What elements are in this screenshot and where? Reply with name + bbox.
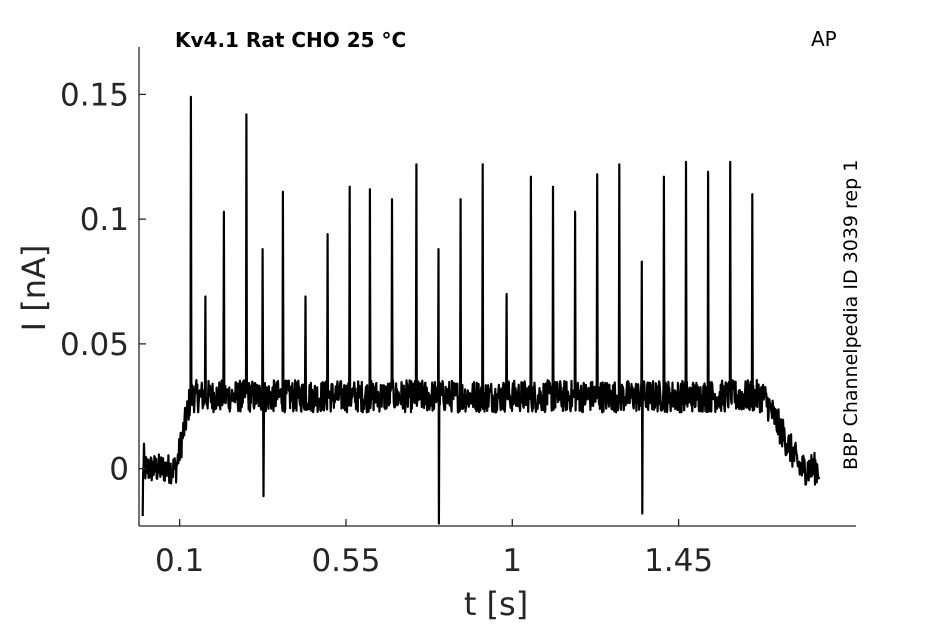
trace-group	[141, 95, 821, 525]
y-tick-label: 0.1	[80, 202, 129, 238]
x-tick-label: 0.55	[311, 543, 380, 579]
x-axis-label: t [s]	[464, 585, 528, 623]
series-line-current	[141, 95, 821, 525]
y-tick-label: 0.05	[60, 327, 129, 363]
y-tick-label: 0.15	[60, 77, 129, 113]
x-tick-label: 0.1	[155, 543, 204, 579]
y-axis-label: I [nA]	[15, 245, 53, 332]
side-label: BBP Channelpedia ID 3039 rep 1	[840, 160, 862, 470]
x-tick-label: 1	[502, 543, 522, 579]
protocol-tag: AP	[811, 27, 837, 51]
y-tick-label: 0	[109, 452, 129, 488]
chart-title: Kv4.1 Rat CHO 25 °C	[175, 28, 406, 52]
axes: 0.1 0.55 1 1.45 0 0.05 0.1 0.15	[60, 47, 856, 579]
x-tick-label: 1.45	[644, 543, 713, 579]
